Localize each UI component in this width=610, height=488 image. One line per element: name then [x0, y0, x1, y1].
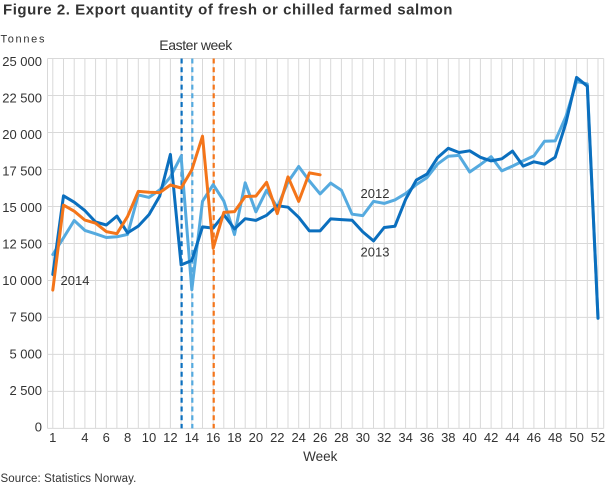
svg-text:7 500: 7 500: [9, 310, 42, 325]
svg-text:6: 6: [103, 430, 110, 445]
svg-text:12: 12: [163, 430, 177, 445]
svg-text:2012: 2012: [361, 186, 390, 201]
svg-text:30: 30: [356, 430, 370, 445]
svg-text:28: 28: [334, 430, 348, 445]
svg-text:17 500: 17 500: [2, 164, 42, 179]
svg-text:16: 16: [206, 430, 220, 445]
svg-text:Tonnes: Tonnes: [1, 34, 47, 46]
svg-text:2 500: 2 500: [9, 383, 42, 398]
svg-text:50: 50: [569, 430, 583, 445]
svg-text:46: 46: [527, 430, 541, 445]
svg-text:20: 20: [249, 430, 263, 445]
svg-text:26: 26: [313, 430, 327, 445]
svg-text:0: 0: [35, 419, 42, 434]
svg-text:15 000: 15 000: [2, 200, 42, 215]
svg-text:1: 1: [49, 430, 56, 445]
svg-text:2013: 2013: [361, 244, 390, 259]
svg-text:10 000: 10 000: [2, 273, 42, 288]
svg-text:22 500: 22 500: [2, 91, 42, 106]
svg-text:22: 22: [270, 430, 284, 445]
svg-text:Source: Statistics Norway.: Source: Statistics Norway.: [1, 473, 137, 485]
svg-text:12 500: 12 500: [2, 237, 42, 252]
svg-text:4: 4: [81, 430, 88, 445]
svg-text:32: 32: [377, 430, 391, 445]
svg-text:Week: Week: [303, 449, 338, 464]
svg-text:44: 44: [505, 430, 519, 445]
svg-text:52: 52: [591, 430, 605, 445]
svg-text:Easter week: Easter week: [159, 37, 233, 53]
svg-text:10: 10: [142, 430, 156, 445]
svg-text:Figure 2. Export quantity of f: Figure 2. Export quantity of fresh or ch…: [3, 1, 453, 18]
svg-text:20 000: 20 000: [2, 127, 42, 142]
svg-text:38: 38: [441, 430, 455, 445]
svg-text:34: 34: [398, 430, 412, 445]
svg-text:48: 48: [548, 430, 562, 445]
svg-text:8: 8: [124, 430, 131, 445]
svg-text:42: 42: [484, 430, 498, 445]
svg-text:25 000: 25 000: [2, 54, 42, 69]
svg-text:2014: 2014: [61, 273, 90, 288]
svg-text:5 000: 5 000: [9, 346, 42, 361]
svg-text:40: 40: [462, 430, 476, 445]
svg-text:18: 18: [227, 430, 241, 445]
svg-text:36: 36: [420, 430, 434, 445]
svg-text:24: 24: [291, 430, 305, 445]
svg-text:14: 14: [185, 430, 199, 445]
